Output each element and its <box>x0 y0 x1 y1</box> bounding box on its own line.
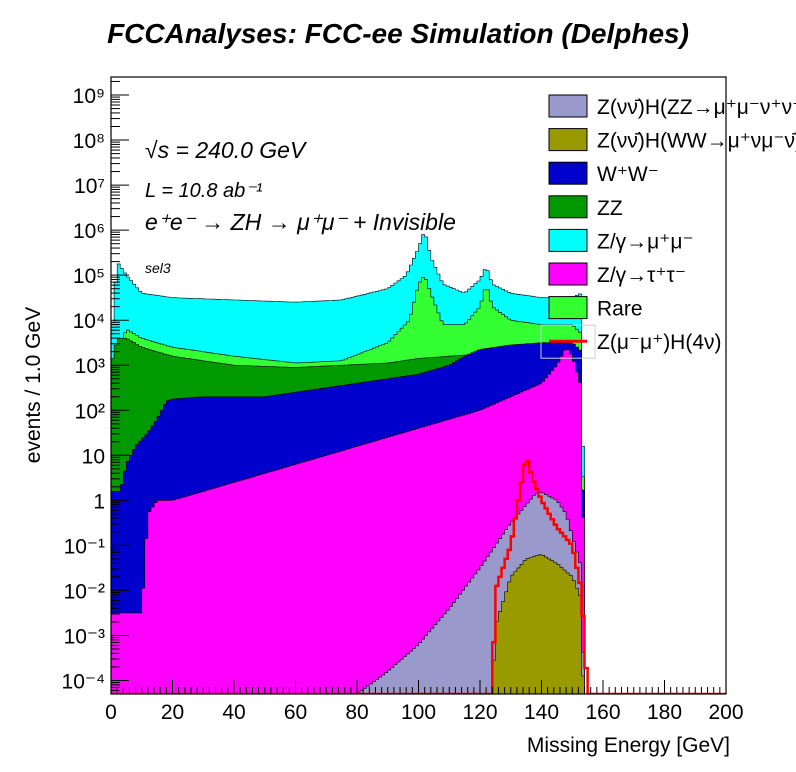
legend-swatch-frame <box>540 324 596 359</box>
legend-label-6: Rare <box>597 298 643 321</box>
y-tick-label: 10⁻³ <box>64 625 105 648</box>
legend-label-7: Z(μ⁻μ⁺)H(4ν) <box>597 331 722 354</box>
legend-label-2: W⁺W⁻ <box>597 163 659 186</box>
legend-swatch-1 <box>548 128 588 152</box>
legend-swatch-6 <box>548 296 588 320</box>
legend-swatch-3 <box>548 195 588 219</box>
annotation-lumi: L = 10.8 ab⁻¹ <box>145 180 263 202</box>
stacked-histograms <box>111 234 726 694</box>
y-tick-label: 10⁻² <box>64 580 105 603</box>
y-tick-label: 10⁶ <box>73 220 105 243</box>
legend-swatch-0 <box>548 94 588 118</box>
legend-label-1: Z(νν̄)H(WW→μ⁺νμ⁻ν̄) <box>597 130 796 153</box>
legend-label-3: ZZ <box>597 197 623 220</box>
x-tick-label-40: 40 <box>222 701 245 724</box>
legend: Z(νν̄)H(ZZ→μ⁺μ⁻ν⁺ν⁻) Z(νν̄)H(WW→μ⁺νμ⁻ν̄) W… <box>540 94 796 359</box>
annotation-sqrt-s: √s = 240.0 GeV <box>145 137 308 163</box>
x-tick-label-120: 120 <box>462 701 497 724</box>
y-tick-label: 10⁷ <box>74 175 105 198</box>
x-axis: 0 20 40 60 80 100 120 140 160 180 200 <box>105 680 744 724</box>
y-axis: 10⁻⁴ 10⁻³ 10⁻² 10⁻¹ 1 10 10² 10³ 10⁴ 10⁵ 10⁶ 10⁷ 10⁸… <box>62 80 129 693</box>
legend-swatch-4 <box>548 228 588 252</box>
y-axis-label: events / 1.0 GeV <box>22 307 45 463</box>
legend-label-5: Z/γ→τ⁺τ⁻ <box>597 264 686 287</box>
y-tick-label: 1 <box>93 490 105 513</box>
x-tick-label-180: 180 <box>647 701 682 724</box>
x-tick-label-80: 80 <box>345 701 368 724</box>
y-tick-label: 10² <box>75 400 105 423</box>
x-tick-label-0: 0 <box>105 701 117 724</box>
legend-label-4: Z/γ→μ⁺μ⁻ <box>597 230 694 253</box>
x-tick-label-60: 60 <box>284 701 307 724</box>
annotation-process: e⁺e⁻ → ZH → μ⁺μ⁻ + Invisible <box>145 209 456 235</box>
x-axis-label: Missing Energy [GeV] <box>527 734 730 757</box>
y-tick-label: 10³ <box>75 355 105 378</box>
x-tick-label-20: 20 <box>161 701 184 724</box>
y-tick-label: 10 <box>82 445 105 468</box>
legend-swatch-2 <box>548 161 588 185</box>
y-tick-label: 10⁹ <box>73 85 105 108</box>
x-tick-label-100: 100 <box>401 701 436 724</box>
x-tick-label-200: 200 <box>708 701 743 724</box>
histogram-series-6 <box>111 554 726 694</box>
y-tick-label: 10⁵ <box>73 265 105 288</box>
x-tick-label-140: 140 <box>524 701 559 724</box>
chart-title: FCCAnalyses: FCC-ee Simulation (Delphes) <box>107 18 689 49</box>
y-tick-label: 10⁴ <box>73 310 105 333</box>
x-tick-label-160: 160 <box>585 701 620 724</box>
y-tick-label: 10⁻¹ <box>64 535 105 558</box>
legend-label-0: Z(νν̄)H(ZZ→μ⁺μ⁻ν⁺ν⁻) <box>597 96 796 119</box>
annotation-selection: sel3 <box>145 260 171 276</box>
legend-swatch-5 <box>548 262 588 286</box>
y-tick-label: 10⁸ <box>73 130 105 153</box>
y-tick-label: 10⁻⁴ <box>62 670 105 693</box>
